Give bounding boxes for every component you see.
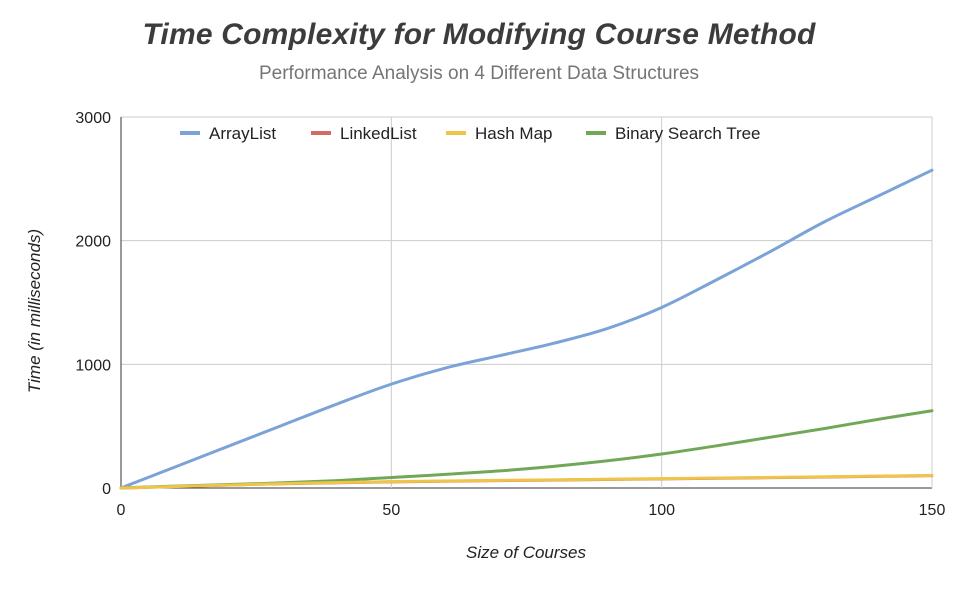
- chart-title: Time Complexity for Modifying Course Met…: [142, 18, 816, 51]
- chart-subtitle: Performance Analysis on 4 Different Data…: [258, 63, 700, 84]
- y-axis-label: Time (in milliseconds): [25, 229, 44, 393]
- legend-label: ArrayList: [209, 124, 276, 143]
- legend-label: Binary Search Tree: [615, 124, 761, 143]
- y-tick-label: 0: [102, 481, 111, 498]
- series-line-arraylist: [119, 168, 934, 490]
- x-tick-label: 150: [919, 502, 946, 519]
- legend-label: Hash Map: [475, 124, 552, 143]
- legend-item-arraylist: ArrayList: [180, 124, 276, 143]
- legend-item-linkedlist: LinkedList: [311, 124, 417, 143]
- x-tick-label: 50: [382, 502, 400, 519]
- legend: ArrayList LinkedList Hash Map Binary Search…: [180, 124, 761, 143]
- series-line-hash-map: [119, 473, 934, 490]
- x-axis-label: Size of Courses: [466, 543, 586, 562]
- legend-label: LinkedList: [340, 124, 417, 143]
- x-tick-label: 100: [648, 502, 675, 519]
- legend-item-binary-search-tree: Binary Search Tree: [586, 124, 761, 143]
- legend-item-hash-map: Hash Map: [446, 124, 552, 143]
- y-tick-label: 2000: [75, 234, 111, 251]
- series-layer: [119, 168, 934, 490]
- tick-labels: 0 1000 2000 3000 0 50 100 150: [75, 110, 945, 519]
- grid-lines: [120, 116, 933, 489]
- y-tick-label: 3000: [75, 110, 111, 127]
- x-tick-label: 0: [117, 502, 126, 519]
- y-tick-label: 1000: [75, 357, 111, 374]
